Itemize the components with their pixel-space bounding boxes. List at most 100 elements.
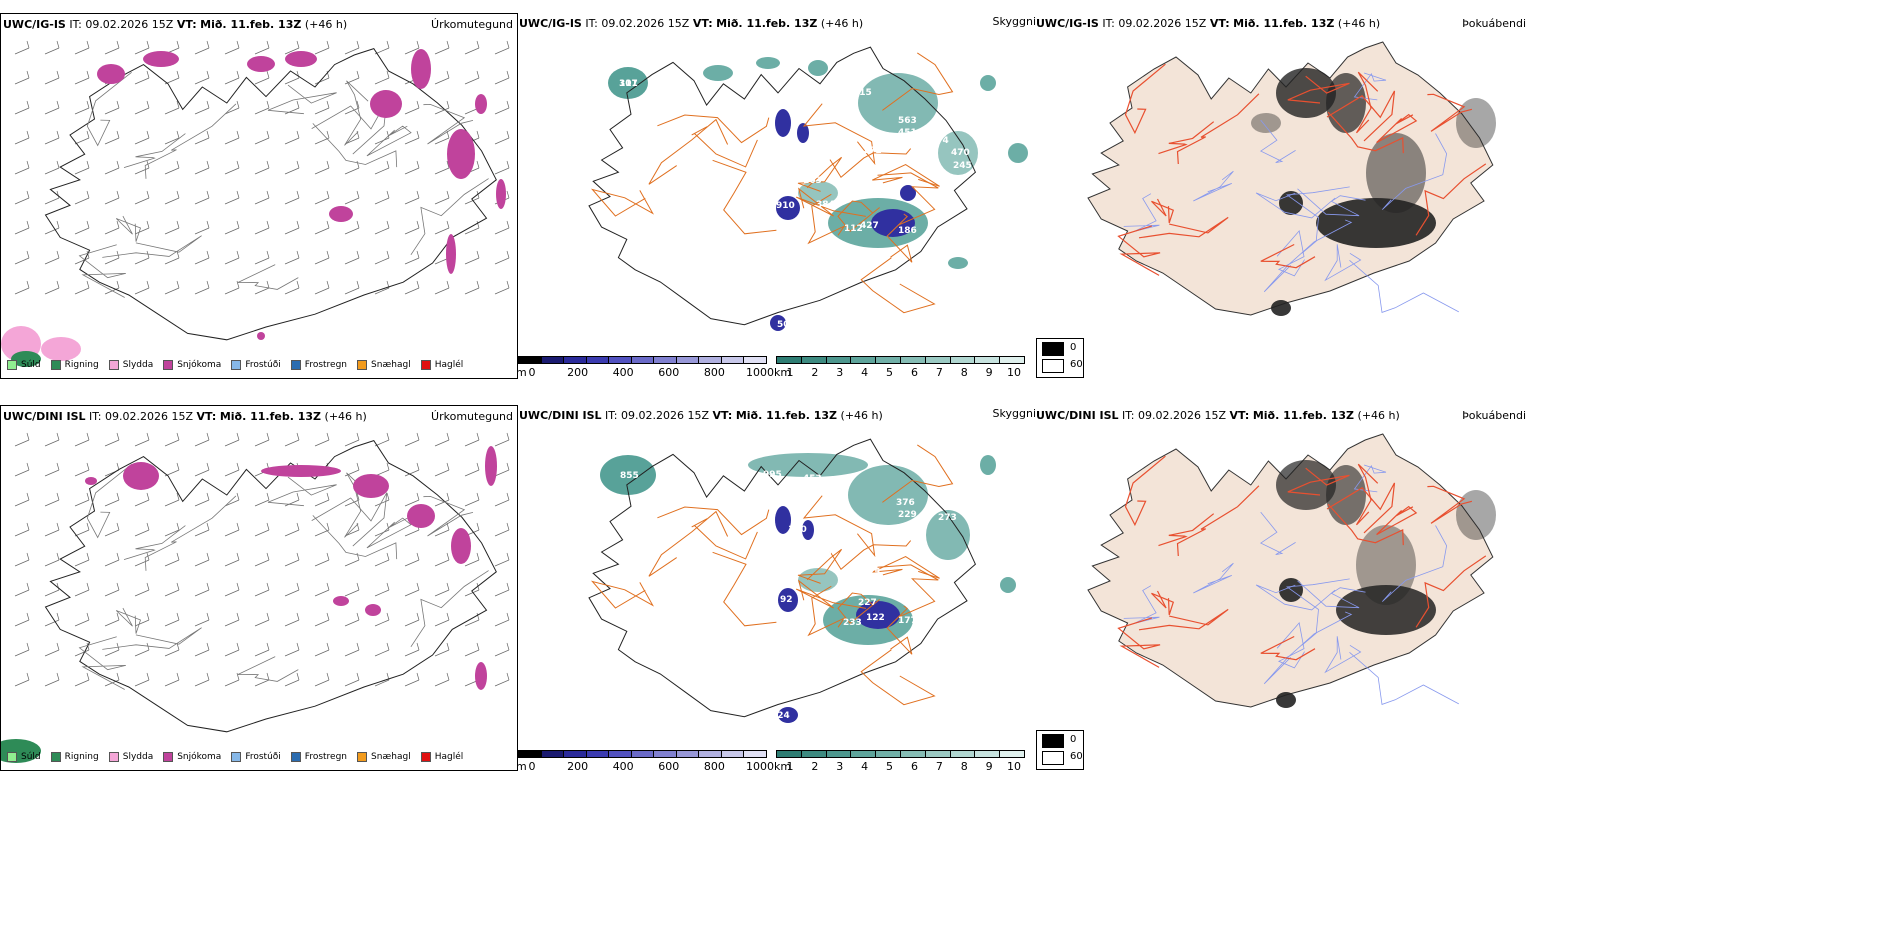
legend-label: Haglél (434, 752, 464, 762)
wind-barb (164, 642, 180, 657)
cloud-height-label: 480 (808, 151, 827, 161)
wind-barb (404, 582, 420, 597)
wind-barb (254, 642, 270, 657)
legend-label: Snæhagl (371, 360, 411, 370)
wind-barb (344, 582, 360, 597)
cloud-title-2: UWC/DINI ISL IT: 09.02.2026 15Z VT: Mið.… (519, 409, 883, 422)
vis_bar-tick: 4 (861, 366, 869, 379)
wind-barb (464, 432, 480, 447)
coastline (44, 48, 497, 341)
legend-label: Frostúði (245, 752, 281, 762)
road-line (797, 548, 843, 584)
wind-barb (254, 432, 270, 447)
wind-barb (194, 40, 210, 55)
wind-barb (104, 250, 120, 265)
height-colorbar-2: m 0 200 400 600 800 1000 (516, 750, 774, 774)
wind-barb (104, 612, 120, 627)
cloud-height-label: 224 (771, 711, 790, 721)
cloud-panel-2: 855 995 453 376 229 273 180 300 187 140 25 280 92 227… (516, 405, 1038, 774)
legend-swatch (108, 360, 119, 370)
road-line (366, 125, 412, 157)
wind-barb (104, 642, 120, 657)
road-line (860, 649, 936, 706)
road-line (802, 495, 876, 558)
road-line (1117, 225, 1161, 276)
wind-barb (494, 432, 510, 447)
wind-barb (44, 582, 60, 597)
precip-kind-1: Úrkomutegund (431, 18, 513, 31)
wind-barb (224, 462, 240, 477)
wind-barb (374, 522, 390, 537)
wind-barb (14, 432, 30, 447)
wind-barb (14, 220, 30, 235)
vis_bar-tick: 5 (886, 366, 894, 379)
wind-barb (374, 462, 390, 477)
wind-barb (134, 40, 150, 55)
wind-barb (254, 40, 270, 55)
vis_bar-segment (900, 356, 926, 364)
cloud-height-label: 25 (868, 568, 881, 578)
wind-barb (374, 70, 390, 85)
cloud-area (858, 73, 938, 133)
wind-barb (344, 160, 360, 175)
wind-barb (44, 130, 60, 145)
cloud-height-label: 995 (763, 470, 782, 480)
wind-barb (284, 280, 300, 295)
cloud-height-label: 910 (776, 201, 795, 211)
road-line (344, 80, 369, 146)
wind-barb (284, 160, 300, 175)
vis_bar-tick: 2 (811, 760, 819, 773)
fog-area (1271, 300, 1291, 316)
road-line (410, 570, 489, 648)
wind-barb (494, 642, 510, 657)
low-cloud-area (776, 196, 800, 220)
river-line (1382, 525, 1448, 602)
fog-key-frame-1 (1036, 338, 1084, 378)
wind-barb (374, 492, 390, 507)
road-line (1176, 485, 1260, 557)
wind-barb (44, 70, 60, 85)
fog-key-label-0: 0 (1070, 342, 1077, 353)
road-line (78, 636, 126, 690)
cloud-area (980, 75, 996, 91)
wind-barb (404, 220, 420, 235)
vis_bar-tick: 2 (811, 366, 819, 379)
wind-barb (404, 100, 420, 115)
road-line (366, 517, 412, 549)
cloud-height-label: 300 (768, 541, 787, 551)
river-line (1123, 193, 1160, 232)
wind-barb (224, 280, 240, 295)
wind-barb (314, 552, 330, 567)
wind-barb (44, 432, 60, 447)
vis_bar-segment (776, 356, 802, 364)
height_bar-tick: 600 (658, 760, 680, 773)
river-line (1285, 578, 1350, 646)
height_bar-segment (653, 356, 677, 364)
vis_bar-segment (825, 750, 852, 758)
cloud-area (798, 568, 838, 592)
road-line (590, 188, 655, 217)
legend-label: Snæhagl (371, 752, 411, 762)
wind-barb (464, 612, 480, 627)
height_bar-tick: 400 (612, 366, 634, 379)
wind-barb (494, 40, 510, 55)
legend-label: Snjókoma (177, 752, 222, 762)
wind-barb (344, 280, 360, 295)
height_bar-tick: 200 (567, 760, 589, 773)
wind-barb (374, 612, 390, 627)
wind-barb (314, 220, 330, 235)
wind-barb (14, 160, 30, 175)
cloud-height-label: 140 (813, 548, 832, 558)
river-line (1276, 230, 1305, 277)
legend-label: Frostregn (304, 360, 348, 370)
cloud-height-label: 463 (803, 91, 822, 101)
wind-barb (194, 130, 210, 145)
coastline (588, 438, 977, 718)
precip-panel-2: UWC/DINI ISL IT: 09.02.2026 15Z VT: Mið.… (0, 405, 518, 771)
wind-barb (434, 220, 450, 235)
wind-barb (434, 462, 450, 477)
sleet-area (41, 337, 81, 361)
wind-barb (44, 220, 60, 235)
road-line (657, 506, 770, 536)
wind-barb (434, 70, 450, 85)
